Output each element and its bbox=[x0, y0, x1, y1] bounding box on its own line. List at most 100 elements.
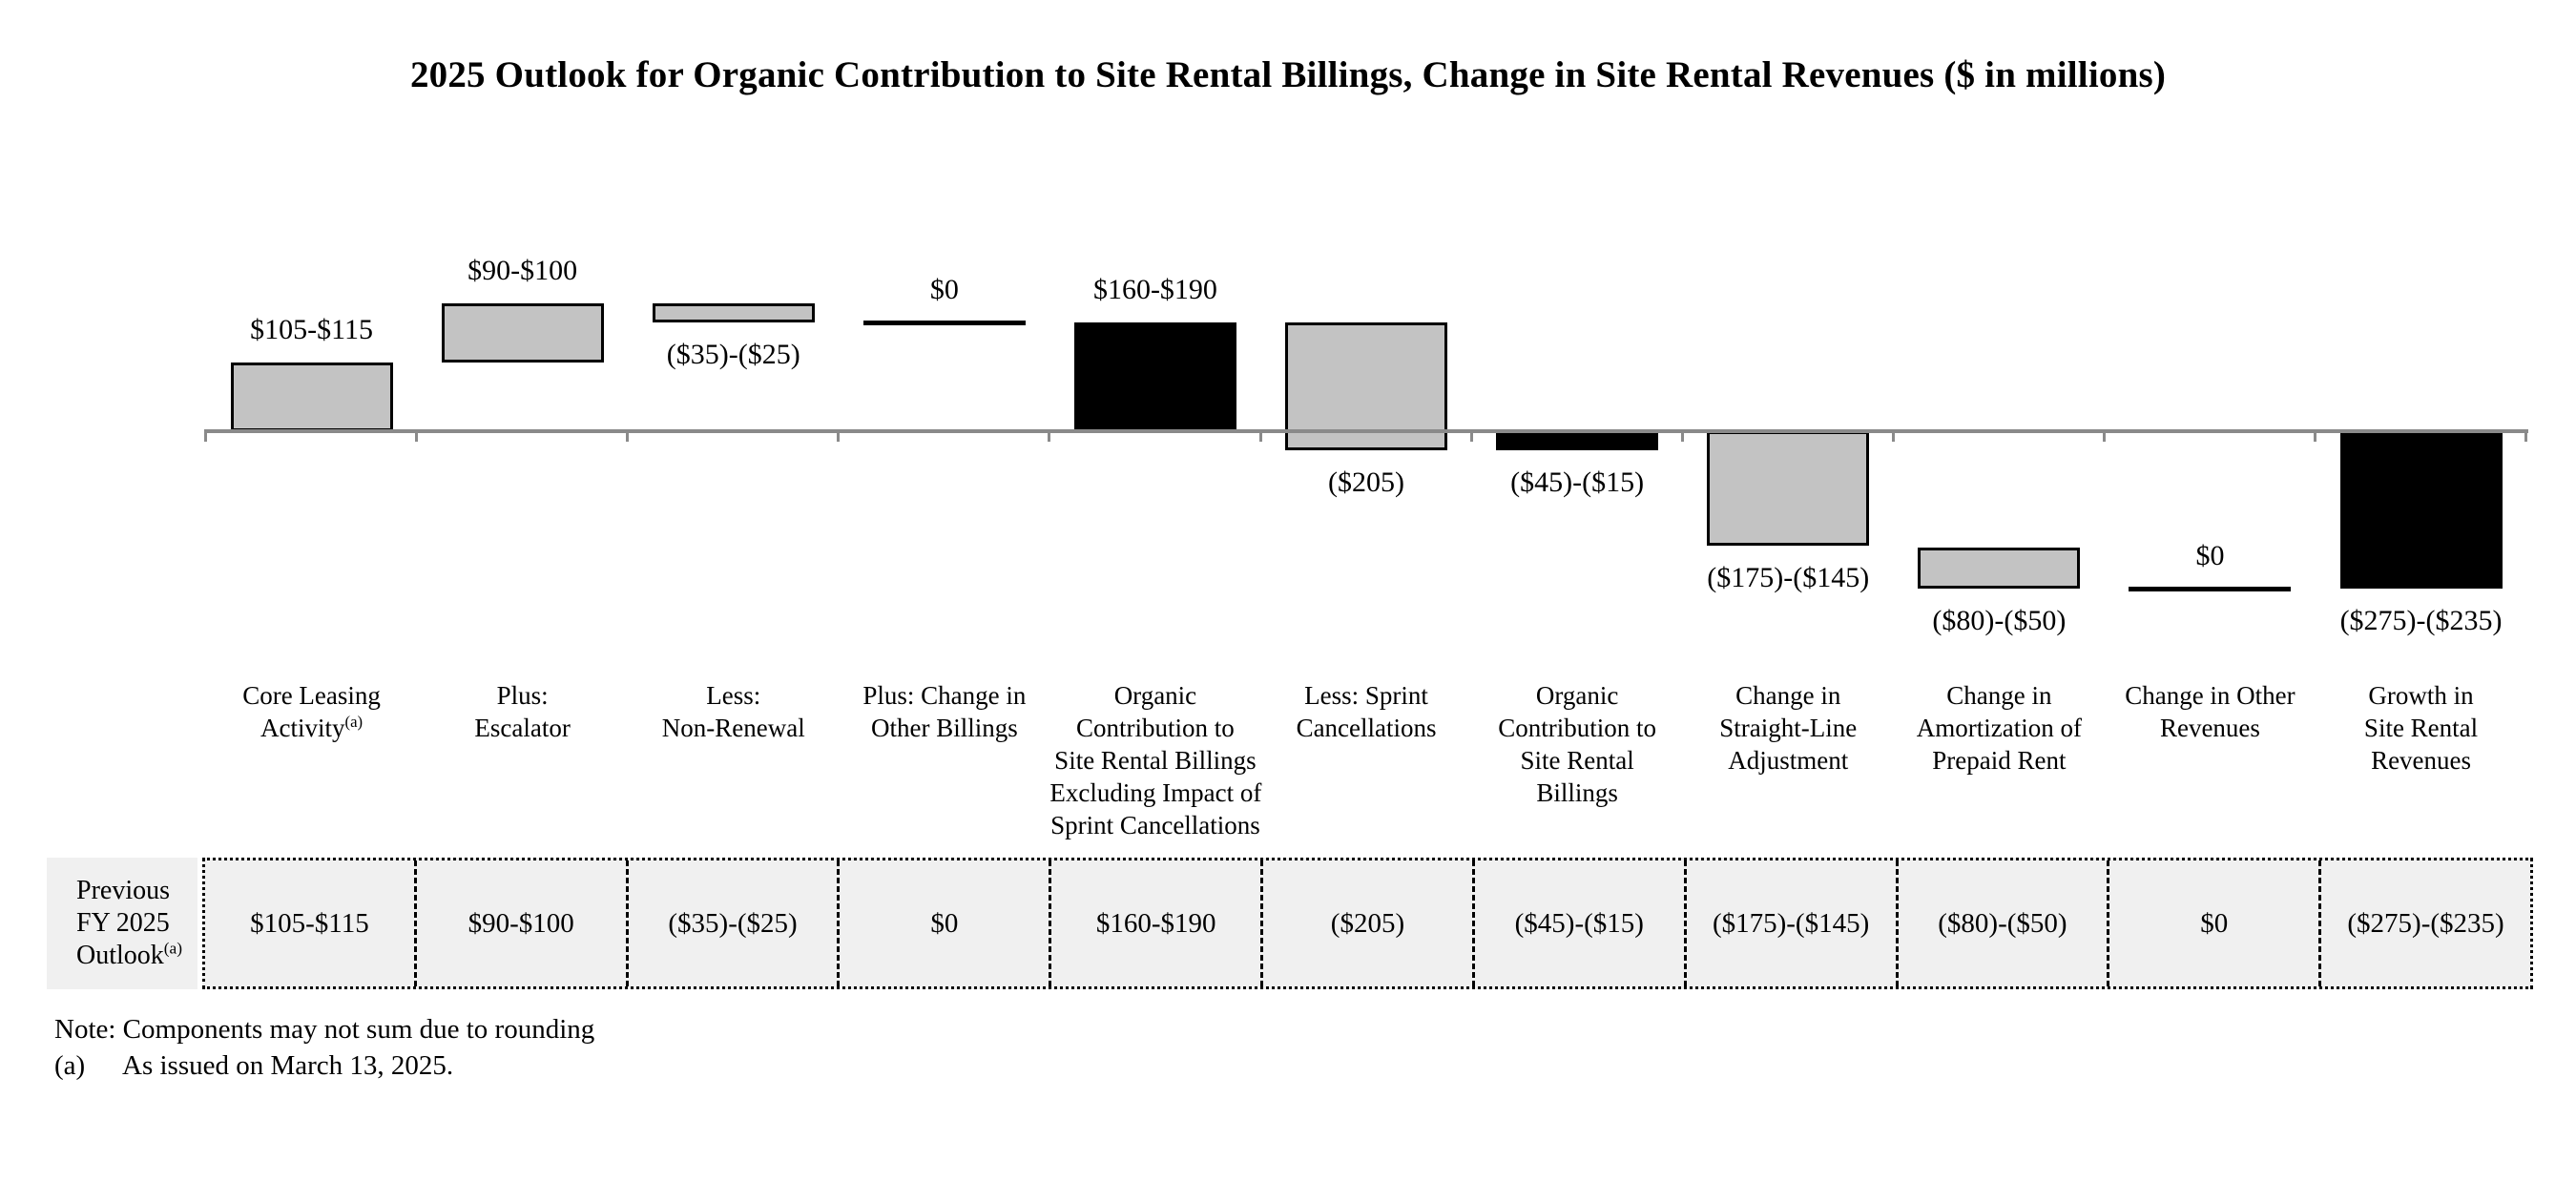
note-rounding: Note: Components may not sum due to roun… bbox=[54, 1014, 595, 1045]
table-row-header-line: Previous bbox=[76, 876, 170, 905]
category-label-line: Change in bbox=[1946, 681, 2052, 710]
axis-tick bbox=[626, 429, 630, 442]
waterfall-chart: $105-$115 Core Leasing Activity(a) $90-$100… bbox=[204, 255, 2528, 841]
footnote-marker: (a) bbox=[54, 1050, 86, 1081]
footnote-text: As issued on March 13, 2025. bbox=[122, 1050, 454, 1081]
waterfall-bar bbox=[1073, 321, 1236, 431]
table-row-header-line: Outlook(a) bbox=[76, 939, 183, 970]
bar-value-label: ($275)-($235) bbox=[2339, 605, 2503, 637]
axis-tick bbox=[2102, 429, 2106, 442]
previous-outlook-table: $105-$115 $90-$100 ($35)-($25) $0 $160-$190(… bbox=[202, 858, 2533, 989]
table-cell: ($205) bbox=[1260, 860, 1472, 986]
category-label-line: Core Leasing bbox=[242, 681, 381, 710]
category-label-line: Less: bbox=[706, 681, 761, 710]
category-label: Less: Non-Renewal bbox=[628, 679, 839, 744]
category-label: Organic Contribution to Site Rental Billing… bbox=[1472, 679, 1683, 809]
table-cell: ($80)-($50) bbox=[1895, 860, 2108, 986]
category-label: Less: Sprint Cancellations bbox=[1261, 679, 1472, 744]
table-cell: ($45)-($15) bbox=[1471, 860, 1684, 986]
bar-value-label: $90-$100 bbox=[467, 255, 578, 287]
category-label-line: Change in Other bbox=[2125, 681, 2296, 710]
bar-value-label: ($45)-($15) bbox=[1510, 466, 1645, 498]
category-label: Plus: Change in Other Billings bbox=[839, 679, 1049, 744]
category-label-line: Site Rental Billings bbox=[1054, 746, 1257, 775]
page-title: 2025 Outlook for Organic Contribution to… bbox=[409, 54, 2167, 95]
category-label-line: Contribution to bbox=[1076, 714, 1235, 742]
category-label-line: Amortization of bbox=[1916, 714, 2082, 742]
category-label-line: Activity(a) bbox=[260, 713, 364, 742]
bar-value-label: $0 bbox=[929, 273, 959, 305]
category-label-line: Plus: Change in bbox=[862, 681, 1027, 710]
category-label: Change in Other Revenues bbox=[2105, 679, 2316, 744]
bar-value-label: ($175)-($145) bbox=[1707, 562, 1870, 594]
category-label: Growth in Site Rental Revenues bbox=[2316, 679, 2526, 777]
bar-value-label: ($205) bbox=[1328, 466, 1405, 498]
axis-tick bbox=[2314, 429, 2316, 442]
category-label: Core Leasing Activity(a) bbox=[206, 679, 417, 744]
table-cell: $0 bbox=[837, 860, 1049, 986]
waterfall-bar bbox=[652, 303, 815, 322]
axis-tick bbox=[837, 429, 841, 442]
waterfall-bar bbox=[1918, 548, 2081, 590]
waterfall-bar bbox=[1496, 431, 1659, 450]
category-label-line: Contribution to bbox=[1498, 714, 1657, 742]
category-label-line: Prepaid Rent bbox=[1932, 746, 2067, 775]
category-label-line: Organic bbox=[1113, 681, 1197, 710]
category-label-line: Growth in bbox=[2368, 681, 2474, 710]
bar-value-label: $0 bbox=[2195, 540, 2225, 572]
bar-value-label: ($80)-($50) bbox=[1932, 605, 2067, 637]
category-label-line: Adjustment bbox=[1728, 746, 1849, 775]
table-cell: ($175)-($145) bbox=[1683, 860, 1896, 986]
waterfall-bar bbox=[1707, 431, 1870, 547]
axis-tick bbox=[1469, 429, 1473, 442]
axis-tick bbox=[1891, 429, 1895, 442]
table-cell: ($275)-($235) bbox=[2318, 860, 2530, 986]
category-label: Plus: Escalator bbox=[417, 679, 628, 744]
axis-tick bbox=[2524, 429, 2528, 442]
category-label-line: Revenues bbox=[2159, 714, 2260, 742]
category-label-line: Site Rental bbox=[1520, 746, 1634, 775]
bar-value-label: $105-$115 bbox=[250, 314, 373, 346]
category-label-line: Straight-Line bbox=[1719, 714, 1858, 742]
superscript-footnote-ref: (a) bbox=[344, 713, 364, 731]
waterfall-bar bbox=[441, 303, 604, 363]
axis-tick bbox=[1258, 429, 1262, 442]
waterfall-bar bbox=[230, 363, 393, 431]
category-label-line: Site Rental bbox=[2363, 714, 2479, 742]
category-label: Change in Amortization of Prepaid Rent bbox=[1894, 679, 2105, 777]
category-label: Change in Straight-Line Adjustment bbox=[1683, 679, 1894, 777]
table-row-header-line: FY 2025 bbox=[76, 908, 170, 938]
table-cell: $0 bbox=[2107, 860, 2319, 986]
bar-value-label: $160-$190 bbox=[1092, 273, 1217, 305]
table-cell: $160-$190 bbox=[1049, 860, 1261, 986]
zero-value-bar bbox=[2129, 587, 2292, 592]
category-label-line: Revenues bbox=[2371, 746, 2472, 775]
category-label-line: Change in bbox=[1735, 681, 1841, 710]
x-axis-line bbox=[204, 429, 2528, 433]
table-row-header: Previous FY 2025 Outlook(a) bbox=[47, 858, 197, 989]
category-label-line: Non-Renewal bbox=[661, 714, 805, 742]
category-label-line: Sprint Cancellations bbox=[1050, 811, 1260, 839]
category-label-line: Billings bbox=[1536, 778, 1618, 807]
axis-tick bbox=[1680, 429, 1684, 442]
axis-tick bbox=[1048, 429, 1051, 442]
category-label-line: Escalator bbox=[474, 714, 571, 742]
category-label-line: Excluding Impact of bbox=[1049, 778, 1262, 807]
axis-tick bbox=[204, 429, 207, 442]
zero-value-bar bbox=[862, 320, 1026, 325]
table-cell: $90-$100 bbox=[413, 860, 626, 986]
axis-tick bbox=[415, 429, 419, 442]
table-cell: $105-$115 bbox=[205, 860, 414, 986]
waterfall-bar bbox=[1285, 321, 1448, 450]
category-label-line: Cancellations bbox=[1296, 714, 1437, 742]
bar-value-label: ($35)-($25) bbox=[666, 338, 800, 370]
superscript-footnote-ref: (a) bbox=[163, 939, 183, 958]
table-cell: ($35)-($25) bbox=[625, 860, 838, 986]
category-label-line: Less: Sprint bbox=[1304, 681, 1428, 710]
category-label-line: Plus: bbox=[496, 681, 549, 710]
category-label-line: Other Billings bbox=[870, 714, 1018, 742]
category-label-line: Organic bbox=[1535, 681, 1619, 710]
waterfall-bar bbox=[2339, 431, 2503, 590]
category-label: Organic Contribution to Site Rental Billin… bbox=[1049, 679, 1262, 841]
footnote-a: (a) As issued on March 13, 2025. bbox=[54, 1049, 453, 1082]
